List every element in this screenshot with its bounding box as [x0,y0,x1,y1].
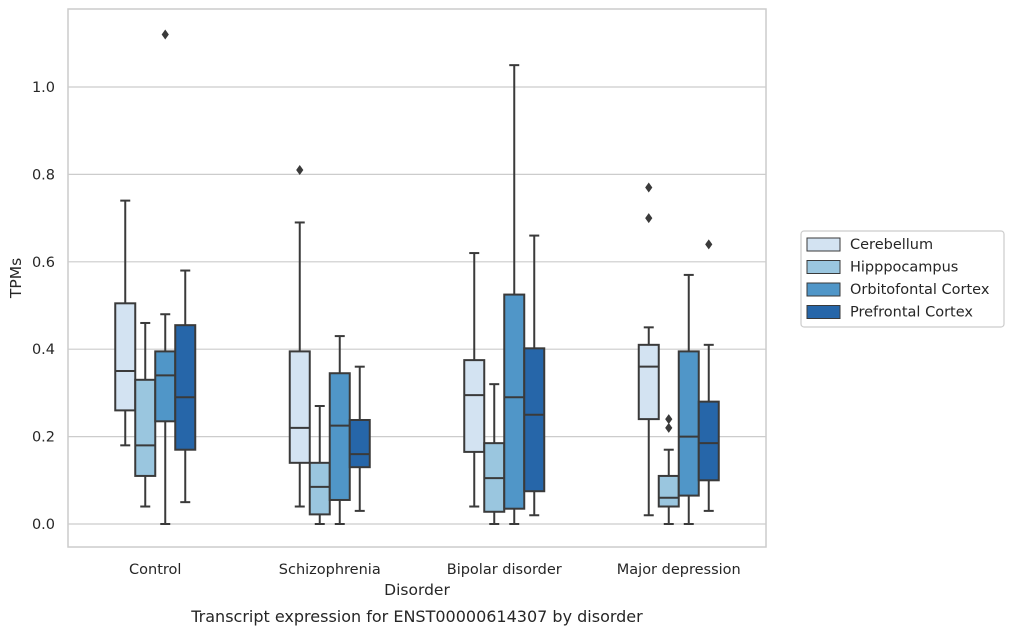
legend-frame [800,230,1005,328]
outlier-point [665,422,673,433]
iqr-box [134,378,157,477]
outlier-point [161,29,169,40]
box-hipppocampus [134,321,157,508]
box-cerebellum [114,199,137,447]
x-axis-ticks: Control Schizophrenia Bipolar disorder Majo… [129,562,741,578]
box-groups [114,29,720,525]
iqr-box [154,350,177,423]
box-prefrontal-cortex [174,269,197,504]
x-tick-label: Major depression [617,562,741,578]
box-prefrontal-cortex [523,234,546,517]
box-orbitofontal-cortex [677,273,700,525]
iqr-box [308,461,331,516]
box-orbitofontal-cortex [154,29,177,525]
box-prefrontal-cortex [348,365,371,512]
legend-swatch [806,305,841,319]
outlier-point [665,414,673,425]
y-tick-label: 0.4 [32,342,55,358]
box-orbitofontal-cortex [503,64,526,525]
legend-item: Hipppocampus [806,260,958,276]
box-cerebellum [637,182,660,517]
y-tick-label: 0.8 [32,167,55,183]
legend-label: Hipppocampus [850,260,958,276]
iqr-box [677,350,700,497]
legend-swatch [806,237,841,252]
y-axis-ticks: 0.0 0.2 0.4 0.6 0.8 1.0 [32,80,55,533]
x-tick-label: Schizophrenia [279,562,381,578]
y-axis-label: TPMs [7,258,25,299]
grid-lines [68,86,766,525]
legend-swatch [806,260,841,274]
iqr-box [348,418,371,469]
legend-item: Orbitofontal Cortex [806,282,990,298]
box-hipppocampus [657,414,680,525]
iqr-box [503,293,526,510]
iqr-box [697,400,720,482]
y-tick-label: 0.6 [32,255,55,271]
iqr-box [288,350,311,464]
legend-item: Cerebellum [806,237,933,253]
legend-label: Orbitofontal Cortex [850,282,990,298]
legend-label: Prefrontal Cortex [850,305,973,321]
legend-swatch [806,282,841,297]
legend-item: Prefrontal Cortex [806,305,973,321]
legend-label: Cerebellum [850,237,933,253]
box-hipppocampus [308,405,331,525]
x-tick-label: Control [129,562,181,578]
chart-caption: Transcript expression for ENST0000061430… [190,607,643,626]
box-cerebellum [463,252,486,508]
iqr-box [657,474,680,508]
x-axis-label: Disorder [384,581,450,599]
iqr-box [523,347,546,493]
y-tick-label: 1.0 [32,80,55,96]
box-prefrontal-cortex [697,239,720,512]
box-cerebellum [288,165,311,508]
iqr-box [637,343,660,421]
box-hipppocampus [483,383,506,525]
box-orbitofontal-cortex [328,335,351,525]
y-tick-label: 0.2 [32,430,55,446]
outlier-point [645,182,653,193]
plot-area-frame [67,8,767,548]
iqr-box [114,302,137,412]
y-tick-label: 0.0 [32,517,55,533]
outlier-point [296,165,304,176]
iqr-box [328,372,351,501]
iqr-box [463,359,486,453]
x-tick-label: Bipolar disorder [447,562,562,578]
outlier-point [645,213,653,224]
iqr-box [174,324,197,451]
outlier-point [705,239,713,250]
legend: Cerebellum Hipppocampus Orbitofontal Corte… [800,230,1005,328]
